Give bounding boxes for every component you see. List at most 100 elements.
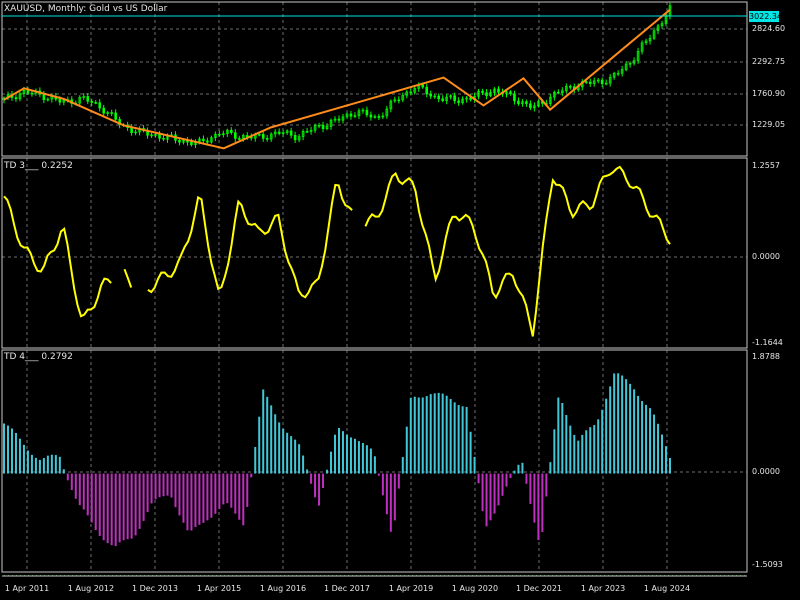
candle-body: [158, 134, 161, 139]
time-axis-label: 1 Apr 2015: [196, 584, 242, 593]
td4-bar: [294, 439, 297, 474]
td4-bar: [42, 458, 45, 474]
td4-axis-label: -1.5093: [752, 560, 783, 569]
candle-body: [616, 72, 620, 75]
candle-body: [345, 113, 349, 118]
candle-body: [337, 118, 341, 121]
td4-bar: [306, 469, 309, 474]
candle-body: [549, 96, 552, 104]
td4-bar: [449, 398, 452, 474]
td4-bar: [581, 434, 584, 474]
td4-bar: [150, 473, 153, 504]
td4-bar: [70, 473, 73, 490]
candle-body: [178, 139, 181, 143]
candle-body: [505, 91, 508, 95]
td4-bar: [106, 473, 109, 544]
td4-bar: [190, 473, 193, 531]
td4-bar: [54, 455, 57, 474]
td4-bar: [166, 473, 169, 496]
candle-body: [130, 127, 133, 134]
candle-body: [90, 101, 94, 103]
td4-bar: [234, 473, 237, 514]
td4-bar: [98, 473, 101, 536]
candle-body: [429, 93, 433, 97]
candle-body: [86, 96, 90, 102]
td4-bar: [126, 473, 129, 540]
td4-bar: [661, 434, 664, 474]
candle-body: [154, 134, 157, 136]
panel-frame: [1, 1, 748, 157]
td4-bar: [345, 434, 348, 474]
td4-bar: [369, 448, 372, 474]
candle-body: [62, 100, 66, 103]
td4-bar: [274, 414, 277, 474]
td4-bar: [569, 425, 572, 474]
td4-bar: [110, 473, 113, 546]
td4-bar: [186, 473, 189, 531]
zigzag-line: [3, 8, 671, 150]
candle-body: [214, 133, 217, 138]
candle-body: [82, 96, 86, 98]
td4-bar: [669, 457, 671, 474]
candle-body: [361, 109, 365, 112]
candle-body: [42, 93, 46, 101]
td4-bar: [34, 457, 37, 474]
candle-body: [465, 97, 468, 100]
td4-bar: [549, 462, 552, 474]
td4-bar: [270, 405, 273, 474]
candle-body: [397, 99, 401, 102]
td4-bar: [86, 473, 89, 516]
candle-body: [393, 99, 397, 102]
candle-body: [529, 103, 532, 109]
td4-bar: [122, 473, 125, 541]
td4-bar: [613, 373, 616, 474]
td4-bar: [142, 473, 145, 521]
candle-body: [568, 85, 572, 88]
candle-body: [162, 137, 165, 140]
candle-body: [517, 100, 520, 104]
candle-body: [381, 115, 385, 118]
candle-body: [26, 90, 30, 94]
td4-bar: [158, 473, 161, 498]
td4-axis-label: 0.0000: [752, 467, 780, 476]
candle-body: [604, 82, 608, 85]
candle-body: [481, 90, 484, 93]
candle-body: [561, 90, 564, 94]
candle-body: [293, 135, 297, 141]
td4-bar: [246, 473, 249, 507]
td4-bar: [609, 386, 612, 474]
td4-bar: [445, 395, 448, 474]
td4-bar: [373, 456, 376, 474]
candle-body: [445, 96, 448, 101]
candle-body: [648, 37, 652, 42]
td3-title: TD 3___ 0.2252: [4, 161, 73, 171]
td4-bar: [58, 456, 61, 474]
td4-bar: [66, 473, 69, 481]
td4-bar: [242, 473, 245, 526]
candle-body: [257, 133, 261, 136]
td4-bar: [322, 473, 325, 489]
panel-frame: [1, 157, 748, 349]
candle-body: [18, 93, 22, 100]
candle-body: [206, 140, 209, 143]
td4-bar: [365, 445, 368, 474]
td4-bar: [22, 444, 25, 474]
td3-segment: [3, 195, 112, 318]
candle-body: [265, 138, 269, 140]
td4-bar: [178, 473, 181, 516]
td4-bar: [361, 443, 364, 474]
td4-bar: [597, 419, 600, 474]
candle-body: [588, 81, 592, 84]
time-axis-label: 1 Aug 2012: [67, 584, 115, 593]
td4-bar: [102, 473, 105, 541]
candle-body: [652, 30, 656, 39]
td4-histogram: [3, 373, 745, 576]
candle-body: [660, 23, 664, 27]
td4-bar: [206, 473, 209, 521]
td4-bar: [497, 473, 500, 506]
td4-bar: [537, 473, 540, 541]
td4-bar: [318, 473, 321, 506]
candle-body: [409, 91, 413, 94]
candle-body: [461, 98, 464, 103]
